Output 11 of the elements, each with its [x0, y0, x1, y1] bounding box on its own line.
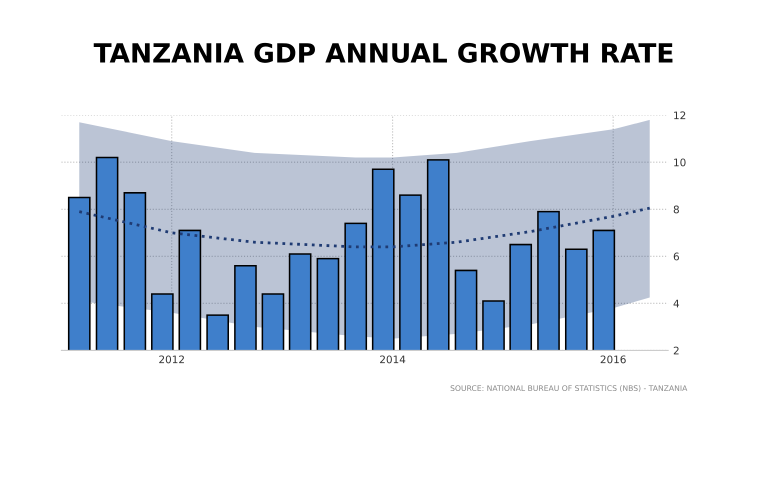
- y-tick-label: 10: [674, 158, 686, 166]
- y-tick-label: 2: [674, 346, 679, 354]
- x-tick-label: 2012: [159, 355, 184, 364]
- y-tick-label: 12: [674, 111, 686, 120]
- chart-title: TANZANIA GDP ANNUAL GROWTH RATE: [94, 42, 672, 63]
- line-series: [78, 206, 652, 248]
- x-tick-label: 2016: [600, 355, 626, 364]
- x-tick-label: 2014: [380, 355, 406, 364]
- y-tick-label: 8: [674, 206, 679, 214]
- y-tick-label: 4: [674, 300, 680, 308]
- y-tick-label: 6: [674, 252, 679, 260]
